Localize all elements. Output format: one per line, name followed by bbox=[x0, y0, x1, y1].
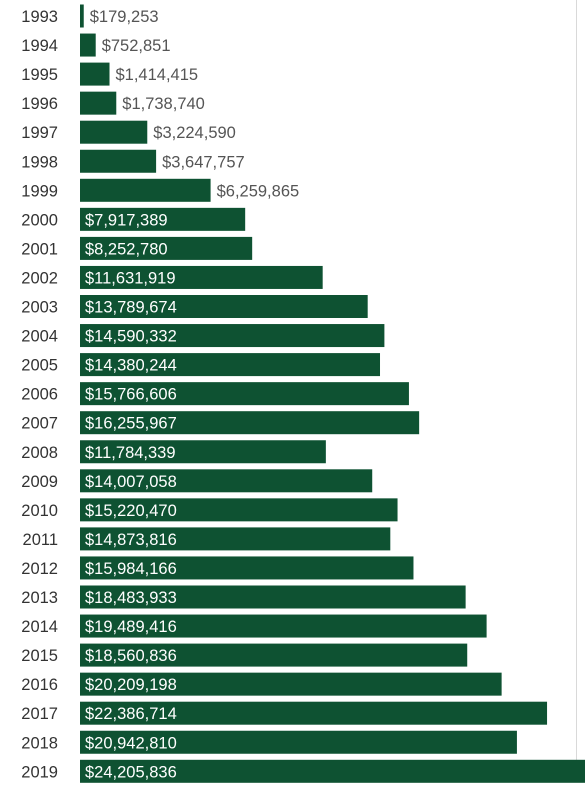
value-label: $15,220,470 bbox=[85, 502, 177, 520]
category-label: 2014 bbox=[21, 618, 58, 636]
value-label: $1,738,740 bbox=[122, 95, 205, 113]
bar bbox=[80, 62, 110, 86]
bar bbox=[80, 91, 117, 115]
bar bbox=[80, 527, 391, 551]
category-label: 2006 bbox=[21, 386, 58, 404]
value-label: $16,255,967 bbox=[85, 415, 177, 433]
value-label: $8,252,780 bbox=[85, 240, 168, 258]
bar bbox=[80, 382, 409, 406]
value-label: $15,984,166 bbox=[85, 560, 177, 578]
category-label: 2008 bbox=[21, 444, 58, 462]
value-label: $3,647,757 bbox=[162, 153, 245, 171]
bar bbox=[80, 498, 398, 522]
bar bbox=[80, 672, 502, 696]
bar bbox=[80, 701, 548, 725]
category-label: 2009 bbox=[21, 473, 58, 491]
category-label: 1997 bbox=[21, 124, 58, 142]
bar bbox=[80, 556, 414, 580]
category-label: 1996 bbox=[21, 95, 58, 113]
value-label: $24,205,836 bbox=[85, 763, 177, 781]
bar bbox=[80, 295, 368, 318]
value-label: $18,560,836 bbox=[85, 647, 177, 665]
category-label: 1998 bbox=[21, 153, 58, 171]
bar bbox=[80, 614, 487, 638]
category-label: 2015 bbox=[21, 647, 58, 665]
value-label: $18,483,933 bbox=[85, 589, 177, 607]
category-label: 2018 bbox=[21, 734, 58, 752]
bar bbox=[80, 411, 420, 435]
category-label: 2002 bbox=[21, 269, 58, 287]
value-label: $20,942,810 bbox=[85, 734, 177, 752]
value-label: $13,789,674 bbox=[85, 299, 177, 317]
chart-border-line bbox=[576, 0, 577, 762]
value-label: $7,917,389 bbox=[85, 211, 168, 229]
category-label: 2010 bbox=[21, 502, 58, 520]
value-label: $179,253 bbox=[90, 8, 159, 26]
category-label: 2016 bbox=[21, 676, 58, 694]
category-label: 2007 bbox=[21, 415, 58, 433]
bar bbox=[80, 4, 84, 28]
value-label: $14,007,058 bbox=[85, 473, 177, 491]
value-label: $14,873,816 bbox=[85, 531, 177, 549]
category-label: 2005 bbox=[21, 357, 58, 375]
value-label: $11,631,919 bbox=[85, 269, 176, 287]
bar bbox=[80, 643, 468, 667]
value-label: $1,414,415 bbox=[116, 66, 199, 84]
value-label: $6,259,865 bbox=[217, 182, 300, 200]
category-label: 1993 bbox=[21, 8, 58, 26]
category-label: 2011 bbox=[23, 531, 58, 549]
value-label: $11,784,339 bbox=[85, 444, 176, 462]
bar bbox=[80, 353, 381, 377]
category-label: 2017 bbox=[21, 705, 58, 723]
category-label: 2012 bbox=[21, 560, 58, 578]
category-label: 1999 bbox=[21, 182, 58, 200]
value-label: $20,209,198 bbox=[85, 676, 177, 694]
value-label: $15,766,606 bbox=[85, 386, 177, 404]
category-label: 1994 bbox=[21, 37, 58, 55]
bar bbox=[80, 236, 253, 260]
bar bbox=[80, 730, 517, 754]
category-label: 2001 bbox=[21, 240, 58, 258]
bar bbox=[80, 178, 211, 202]
bar bbox=[80, 440, 326, 464]
bar bbox=[80, 324, 385, 348]
value-label: $14,380,244 bbox=[85, 357, 177, 375]
value-label: $752,851 bbox=[102, 37, 171, 55]
bar bbox=[80, 469, 373, 493]
category-label: 2013 bbox=[21, 589, 58, 607]
category-label: 2004 bbox=[21, 328, 58, 346]
category-label: 1995 bbox=[21, 66, 58, 84]
value-label: $22,386,714 bbox=[85, 705, 177, 723]
bar bbox=[80, 265, 323, 289]
bar bbox=[80, 759, 585, 783]
value-label: $3,224,590 bbox=[153, 124, 236, 142]
category-label: 2000 bbox=[21, 211, 58, 229]
value-label: $19,489,416 bbox=[85, 618, 177, 636]
bar bbox=[80, 585, 466, 609]
bar bbox=[80, 149, 157, 173]
value-label: $14,590,332 bbox=[85, 328, 177, 346]
bar bbox=[80, 33, 96, 57]
category-label: 2019 bbox=[21, 763, 58, 781]
category-label: 2003 bbox=[21, 299, 58, 317]
bar bbox=[80, 120, 148, 144]
bar bbox=[80, 207, 246, 231]
